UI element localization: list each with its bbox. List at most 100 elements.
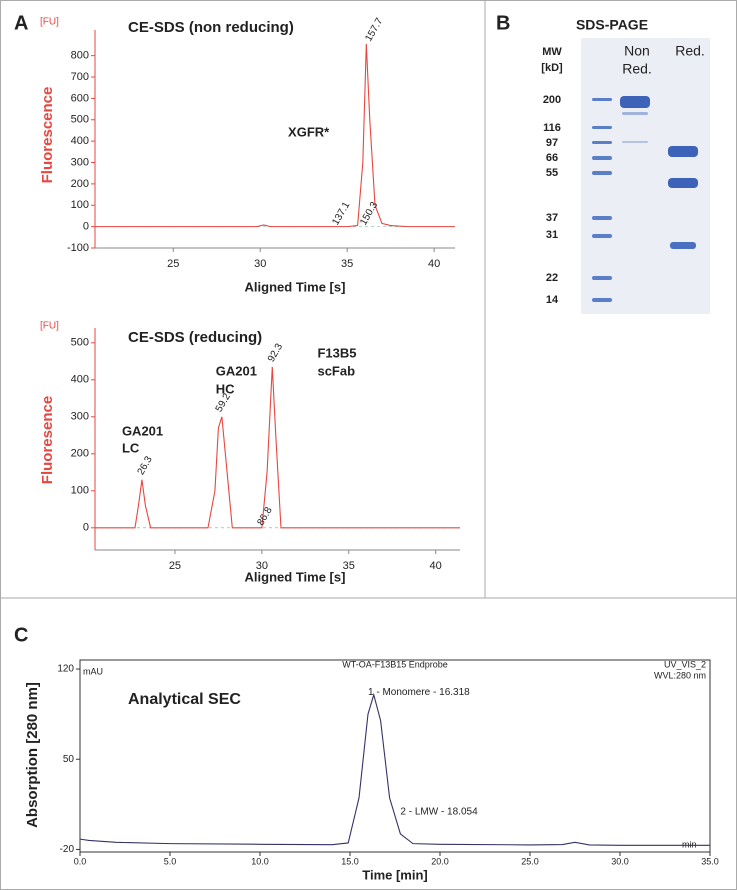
y-tick-label: 800 [71,50,89,62]
peak-label: 26.3 [136,454,155,477]
channel-label: UV_VIS_2 [664,659,706,669]
peak-label: 137.1 [330,200,352,228]
lane-header: Red. [675,43,705,59]
mw-label: 55 [546,167,558,179]
y-unit: [FU] [40,321,59,332]
marker-band [592,156,612,160]
panel-letter: A [14,12,28,34]
y-tick-label: 300 [71,411,89,423]
annotation: XGFR* [288,124,330,139]
x-tick-label: 35 [343,560,355,572]
y-tick-label: 0 [83,221,89,233]
sample-band [670,242,696,249]
mw-label: 22 [546,272,558,284]
mw-label: 97 [546,137,558,149]
marker-band [592,126,612,129]
x-unit: min [682,839,697,849]
chart-subtitle: Analytical SEC [128,691,241,708]
gel [581,38,710,314]
y-tick-label: 120 [57,664,74,675]
y-tick-label: 500 [71,337,89,349]
sample-band [622,112,648,115]
y-unit: [FU] [40,17,59,28]
marker-band [592,276,612,280]
peak-label: 92.3 [266,341,285,364]
annotation: F13B5 [317,345,356,360]
peak-label: 1 - Monomere - 16.318 [368,687,470,698]
chart-title: CE-SDS (reducing) [128,329,262,346]
mw-header: [kD] [541,62,563,74]
x-tick-label: 40 [428,258,440,270]
y-tick-label: 500 [71,114,89,126]
y-tick-label: 400 [71,374,89,386]
x-axis-label: Time [min] [362,867,428,882]
annotation: LC [122,440,140,455]
lane-header: Non [624,43,650,59]
marker-band [592,234,612,238]
y-tick-label: 50 [63,754,75,765]
y-tick-label: -100 [67,242,89,254]
y-tick-label: 100 [71,485,89,497]
annotation: scFab [317,363,355,378]
marker-band [592,98,612,101]
x-tick-label: 5.0 [164,856,177,866]
sample-band [668,178,698,188]
x-tick-label: 35 [341,258,353,270]
marker-band [592,298,612,302]
panel-letter: B [496,12,510,34]
x-axis-label: Aligned Time [s] [245,569,346,584]
trace [79,692,710,846]
annotation: HC [216,382,235,397]
mw-label: 116 [543,122,561,134]
mw-header: MW [542,46,562,58]
panel-letter: C [14,624,28,646]
sample-band [668,146,698,157]
lane-header: Red. [622,61,652,77]
mw-label: 31 [546,229,558,241]
peak-label: 150.3 [358,200,380,228]
y-tick-label: 0 [83,522,89,534]
trace [95,366,460,529]
sample-band [622,141,648,143]
y-axis-label: Fluorescence [39,87,56,184]
y-tick-label: 100 [71,199,89,211]
x-tick-label: 25.0 [521,856,539,866]
y-tick-label: 400 [71,135,89,147]
peak-label: 2 - LMW - 18.054 [400,807,478,818]
x-tick-label: 20.0 [431,856,449,866]
peak-label: 86.8 [255,505,274,528]
y-axis-label: Fluoresence [39,396,56,484]
marker-band [592,141,612,144]
gel-title: SDS-PAGE [576,17,648,33]
peak-label: 157.7 [363,16,385,44]
x-tick-label: 40 [430,560,442,572]
annotation: GA201 [122,423,163,438]
trace [95,43,455,228]
sample-band [620,96,650,108]
chart-title: CE-SDS (non reducing) [128,19,294,36]
x-tick-label: 15.0 [341,856,359,866]
annotation: GA201 [216,363,257,378]
mw-label: 37 [546,212,558,224]
x-tick-label: 30 [256,560,268,572]
y-axis-label: Absorption [280 nm] [24,682,41,828]
marker-band [592,216,612,220]
gel-bands [592,96,698,302]
y-unit: mAU [83,666,103,676]
y-tick-label: 700 [71,71,89,83]
x-tick-label: 25 [167,258,179,270]
y-tick-label: -20 [60,844,75,855]
x-axis-label: Aligned Time [s] [245,279,346,294]
chart-title: WT-OA-F13B15 Endprobe [342,659,448,669]
x-tick-label: 25 [169,560,181,572]
wavelength-label: WVL:280 nm [654,670,706,680]
plot-frame [79,659,711,853]
x-tick-label: 35.0 [701,856,719,866]
x-tick-label: 0.0 [74,856,87,866]
y-tick-label: 200 [71,178,89,190]
x-tick-label: 30.0 [611,856,629,866]
mw-label: 66 [546,152,558,164]
y-tick-label: 200 [71,448,89,460]
x-tick-label: 30 [254,258,266,270]
